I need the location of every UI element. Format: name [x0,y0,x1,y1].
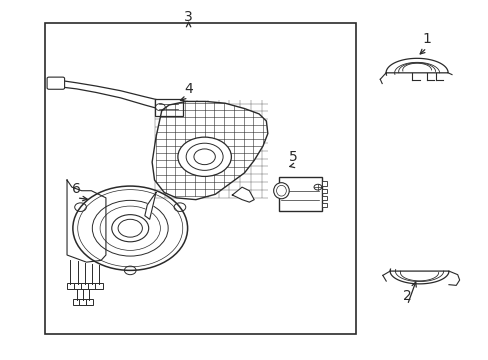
Bar [321,189,326,193]
Text: 6: 6 [72,182,81,196]
Bar [88,283,96,289]
Text: 4: 4 [184,82,193,96]
Bar [81,283,89,289]
Text: 2: 2 [402,289,411,303]
Bar [321,196,326,200]
Polygon shape [232,187,254,202]
Bar [321,203,326,207]
Bar [45,23,356,334]
FancyBboxPatch shape [47,77,64,89]
Polygon shape [448,271,459,285]
Polygon shape [389,269,448,284]
Text: 1: 1 [422,32,430,46]
Bar [85,298,93,305]
Polygon shape [144,193,156,219]
Ellipse shape [276,185,286,196]
Bar [73,298,81,305]
Bar [321,181,326,186]
Bar [66,283,74,289]
Text: 3: 3 [184,10,193,24]
Bar [279,177,321,211]
Bar [74,283,81,289]
Circle shape [178,137,231,176]
Text: 5: 5 [288,150,297,164]
Bar [95,283,102,289]
Bar [79,298,87,305]
Ellipse shape [273,183,288,199]
Bar [154,99,183,116]
Polygon shape [152,102,267,200]
Polygon shape [152,102,267,200]
Polygon shape [386,58,447,75]
